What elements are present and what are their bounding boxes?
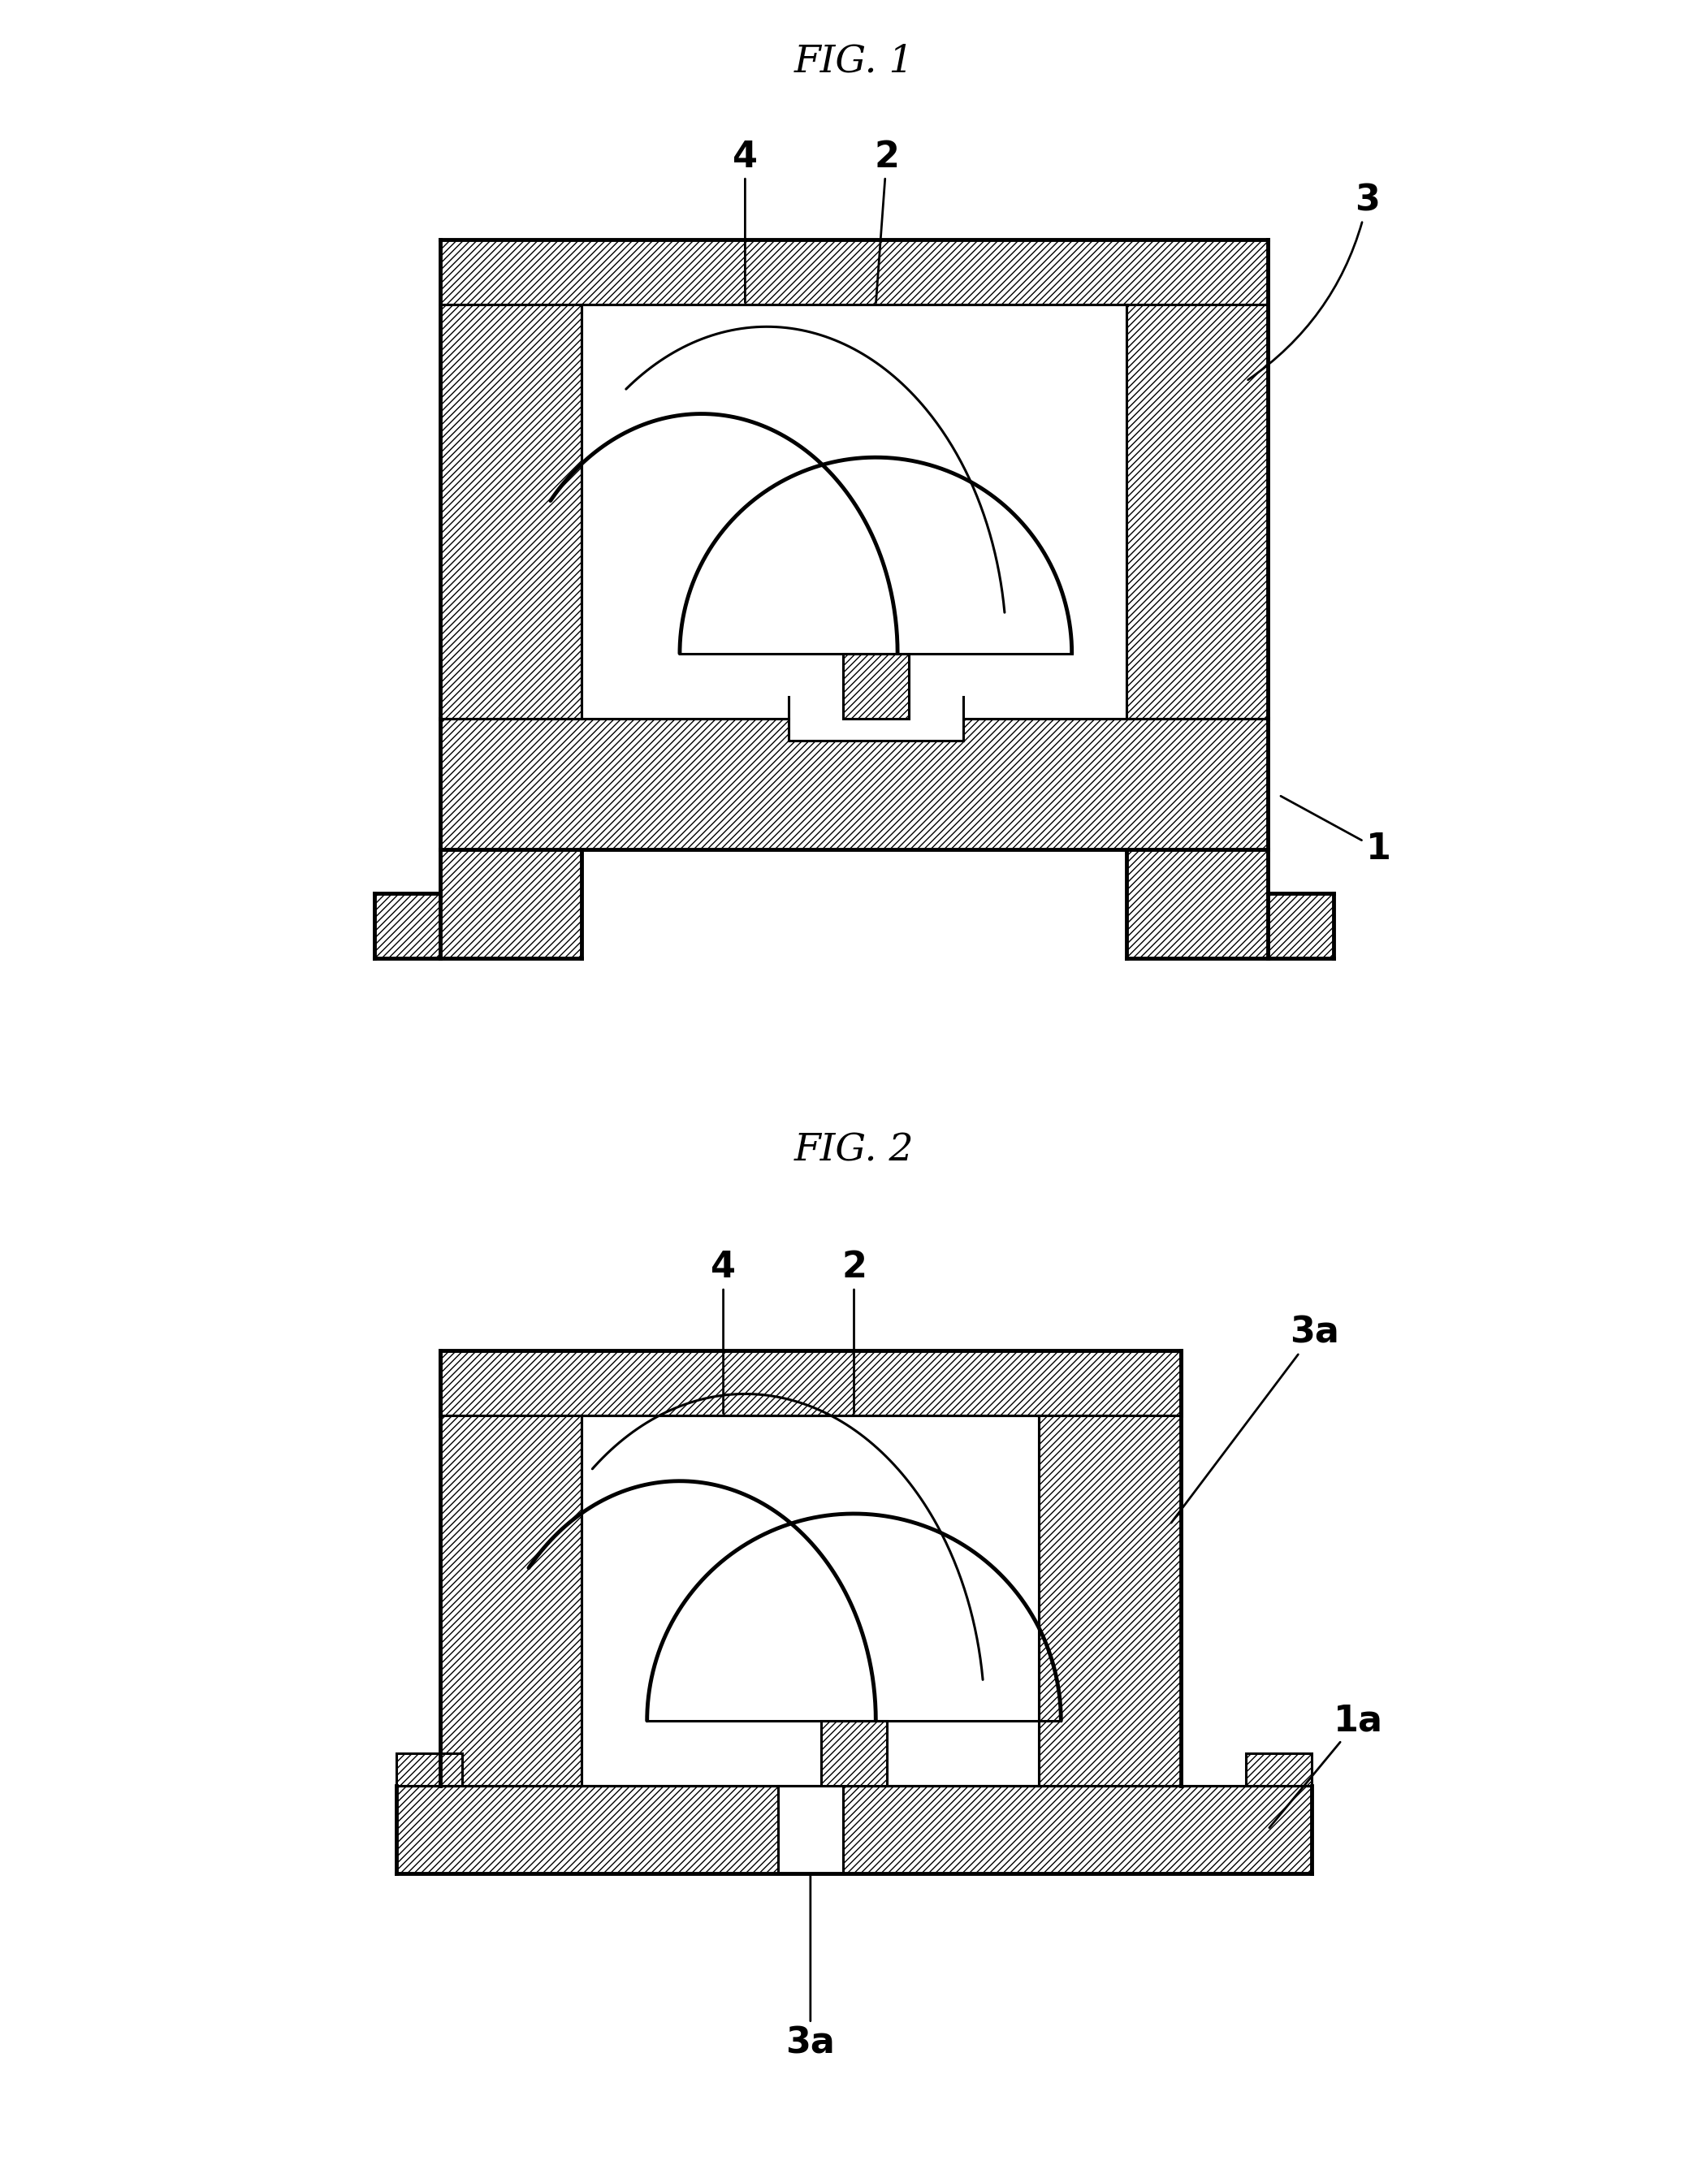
Text: 3: 3 xyxy=(1249,183,1380,379)
Bar xyxy=(441,1350,1180,1416)
Bar xyxy=(374,893,441,958)
Bar xyxy=(1038,1416,1180,1786)
Bar xyxy=(582,1416,1038,1786)
Text: 3a: 3a xyxy=(1172,1316,1339,1522)
Bar xyxy=(396,1753,461,1786)
Bar xyxy=(822,1721,886,1786)
Bar xyxy=(441,1416,582,1786)
Bar xyxy=(441,240,1267,305)
Text: 2: 2 xyxy=(874,139,900,303)
Bar xyxy=(777,1786,844,1873)
Text: 1: 1 xyxy=(1281,795,1390,867)
Bar xyxy=(1126,305,1267,719)
Bar xyxy=(396,1786,1312,1873)
Bar xyxy=(441,305,582,719)
Bar xyxy=(441,849,582,958)
Text: 4: 4 xyxy=(733,139,758,303)
Text: 1a: 1a xyxy=(1269,1703,1383,1827)
Bar xyxy=(1247,1753,1312,1786)
Bar xyxy=(1267,893,1334,958)
Bar xyxy=(441,719,1267,849)
Text: FIG. 2: FIG. 2 xyxy=(794,1133,914,1170)
Bar xyxy=(844,653,909,719)
Bar xyxy=(789,697,963,741)
Text: 4: 4 xyxy=(711,1250,736,1414)
Bar xyxy=(1126,849,1267,958)
Text: 2: 2 xyxy=(842,1250,866,1414)
Text: 3a: 3a xyxy=(786,1875,835,2060)
Text: FIG. 1: FIG. 1 xyxy=(794,44,914,81)
Bar xyxy=(582,305,1126,719)
